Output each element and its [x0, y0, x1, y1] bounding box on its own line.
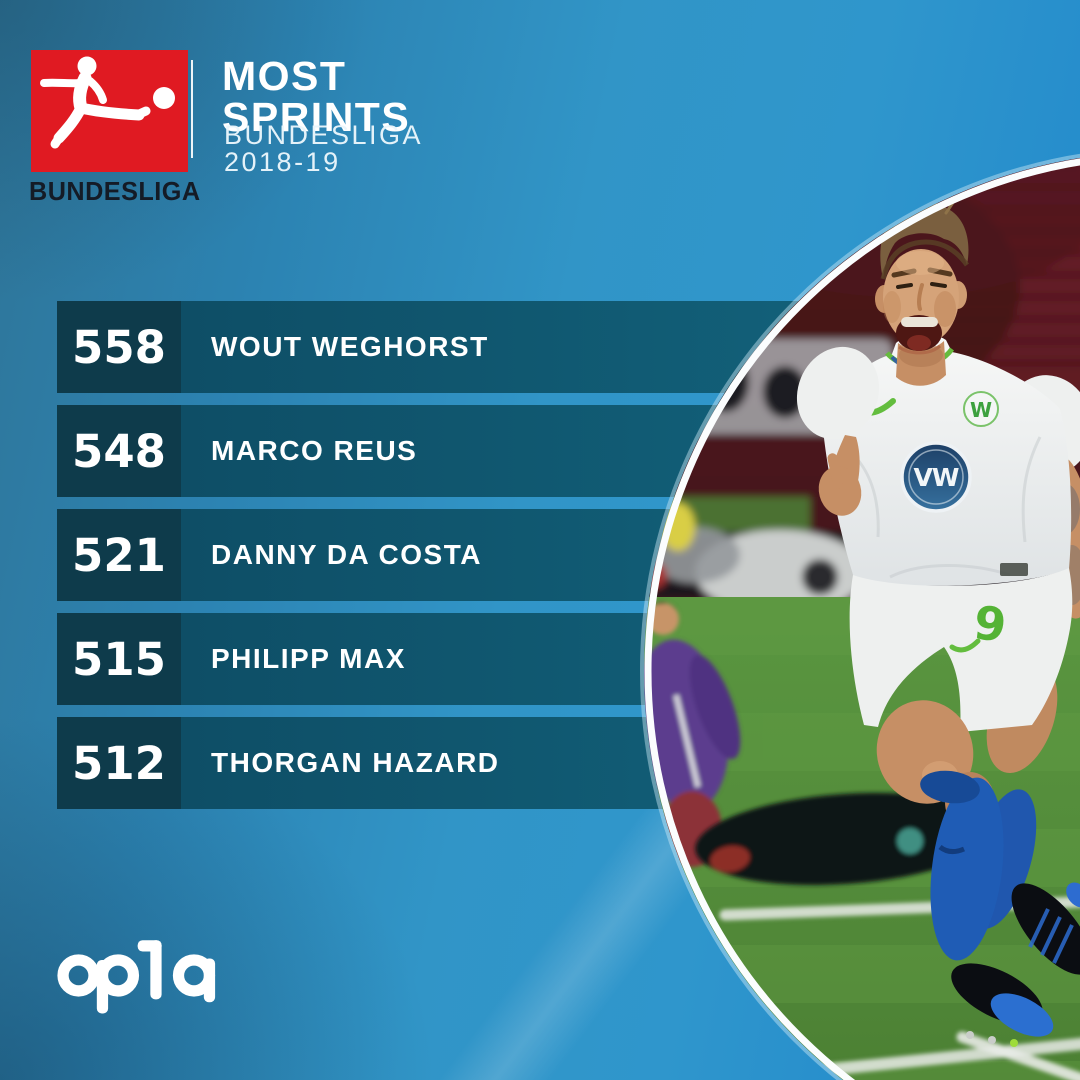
left-boot [951, 963, 1054, 1047]
header-divider [191, 60, 193, 158]
bundesliga-logo-icon [31, 50, 188, 172]
sprint-count: 521 [57, 509, 181, 601]
sprint-count: 558 [57, 301, 181, 393]
sprint-count: 512 [57, 717, 181, 809]
photo-rim [644, 158, 1080, 1080]
bundesliga-wordmark: BUNDESLIGA [29, 176, 201, 206]
stadium-photo-illustration: W VW 9 [640, 151, 1080, 1080]
sprint-count: 548 [57, 405, 181, 497]
sprint-count: 515 [57, 613, 181, 705]
player-name: WOUT WEGHORST [181, 301, 815, 393]
player-photo-circle: W VW 9 [640, 147, 1080, 1080]
wolfsburg-badge-icon: W [963, 391, 999, 427]
main-player-figure: W VW 9 [796, 187, 1080, 1047]
vw-sponsor-badge-icon: VW [900, 441, 972, 513]
opta-logo [56, 936, 232, 1022]
opta-wordmark-icon [57, 940, 216, 1014]
ranking-row-1: 558 WOUT WEGHORST [57, 301, 815, 393]
svg-text:W: W [970, 398, 992, 422]
shouting-mouth [896, 315, 942, 355]
svg-text:VW: VW [914, 463, 959, 492]
page-subtitle: BUNDESLIGA 2018-19 [224, 120, 422, 177]
page-title: MOST SPRINTS [222, 53, 411, 140]
pointing-finger [827, 453, 843, 489]
bundesliga-figure-icon [31, 50, 188, 172]
right-boot [1011, 882, 1080, 975]
photo-rim-outer [640, 153, 1080, 1080]
